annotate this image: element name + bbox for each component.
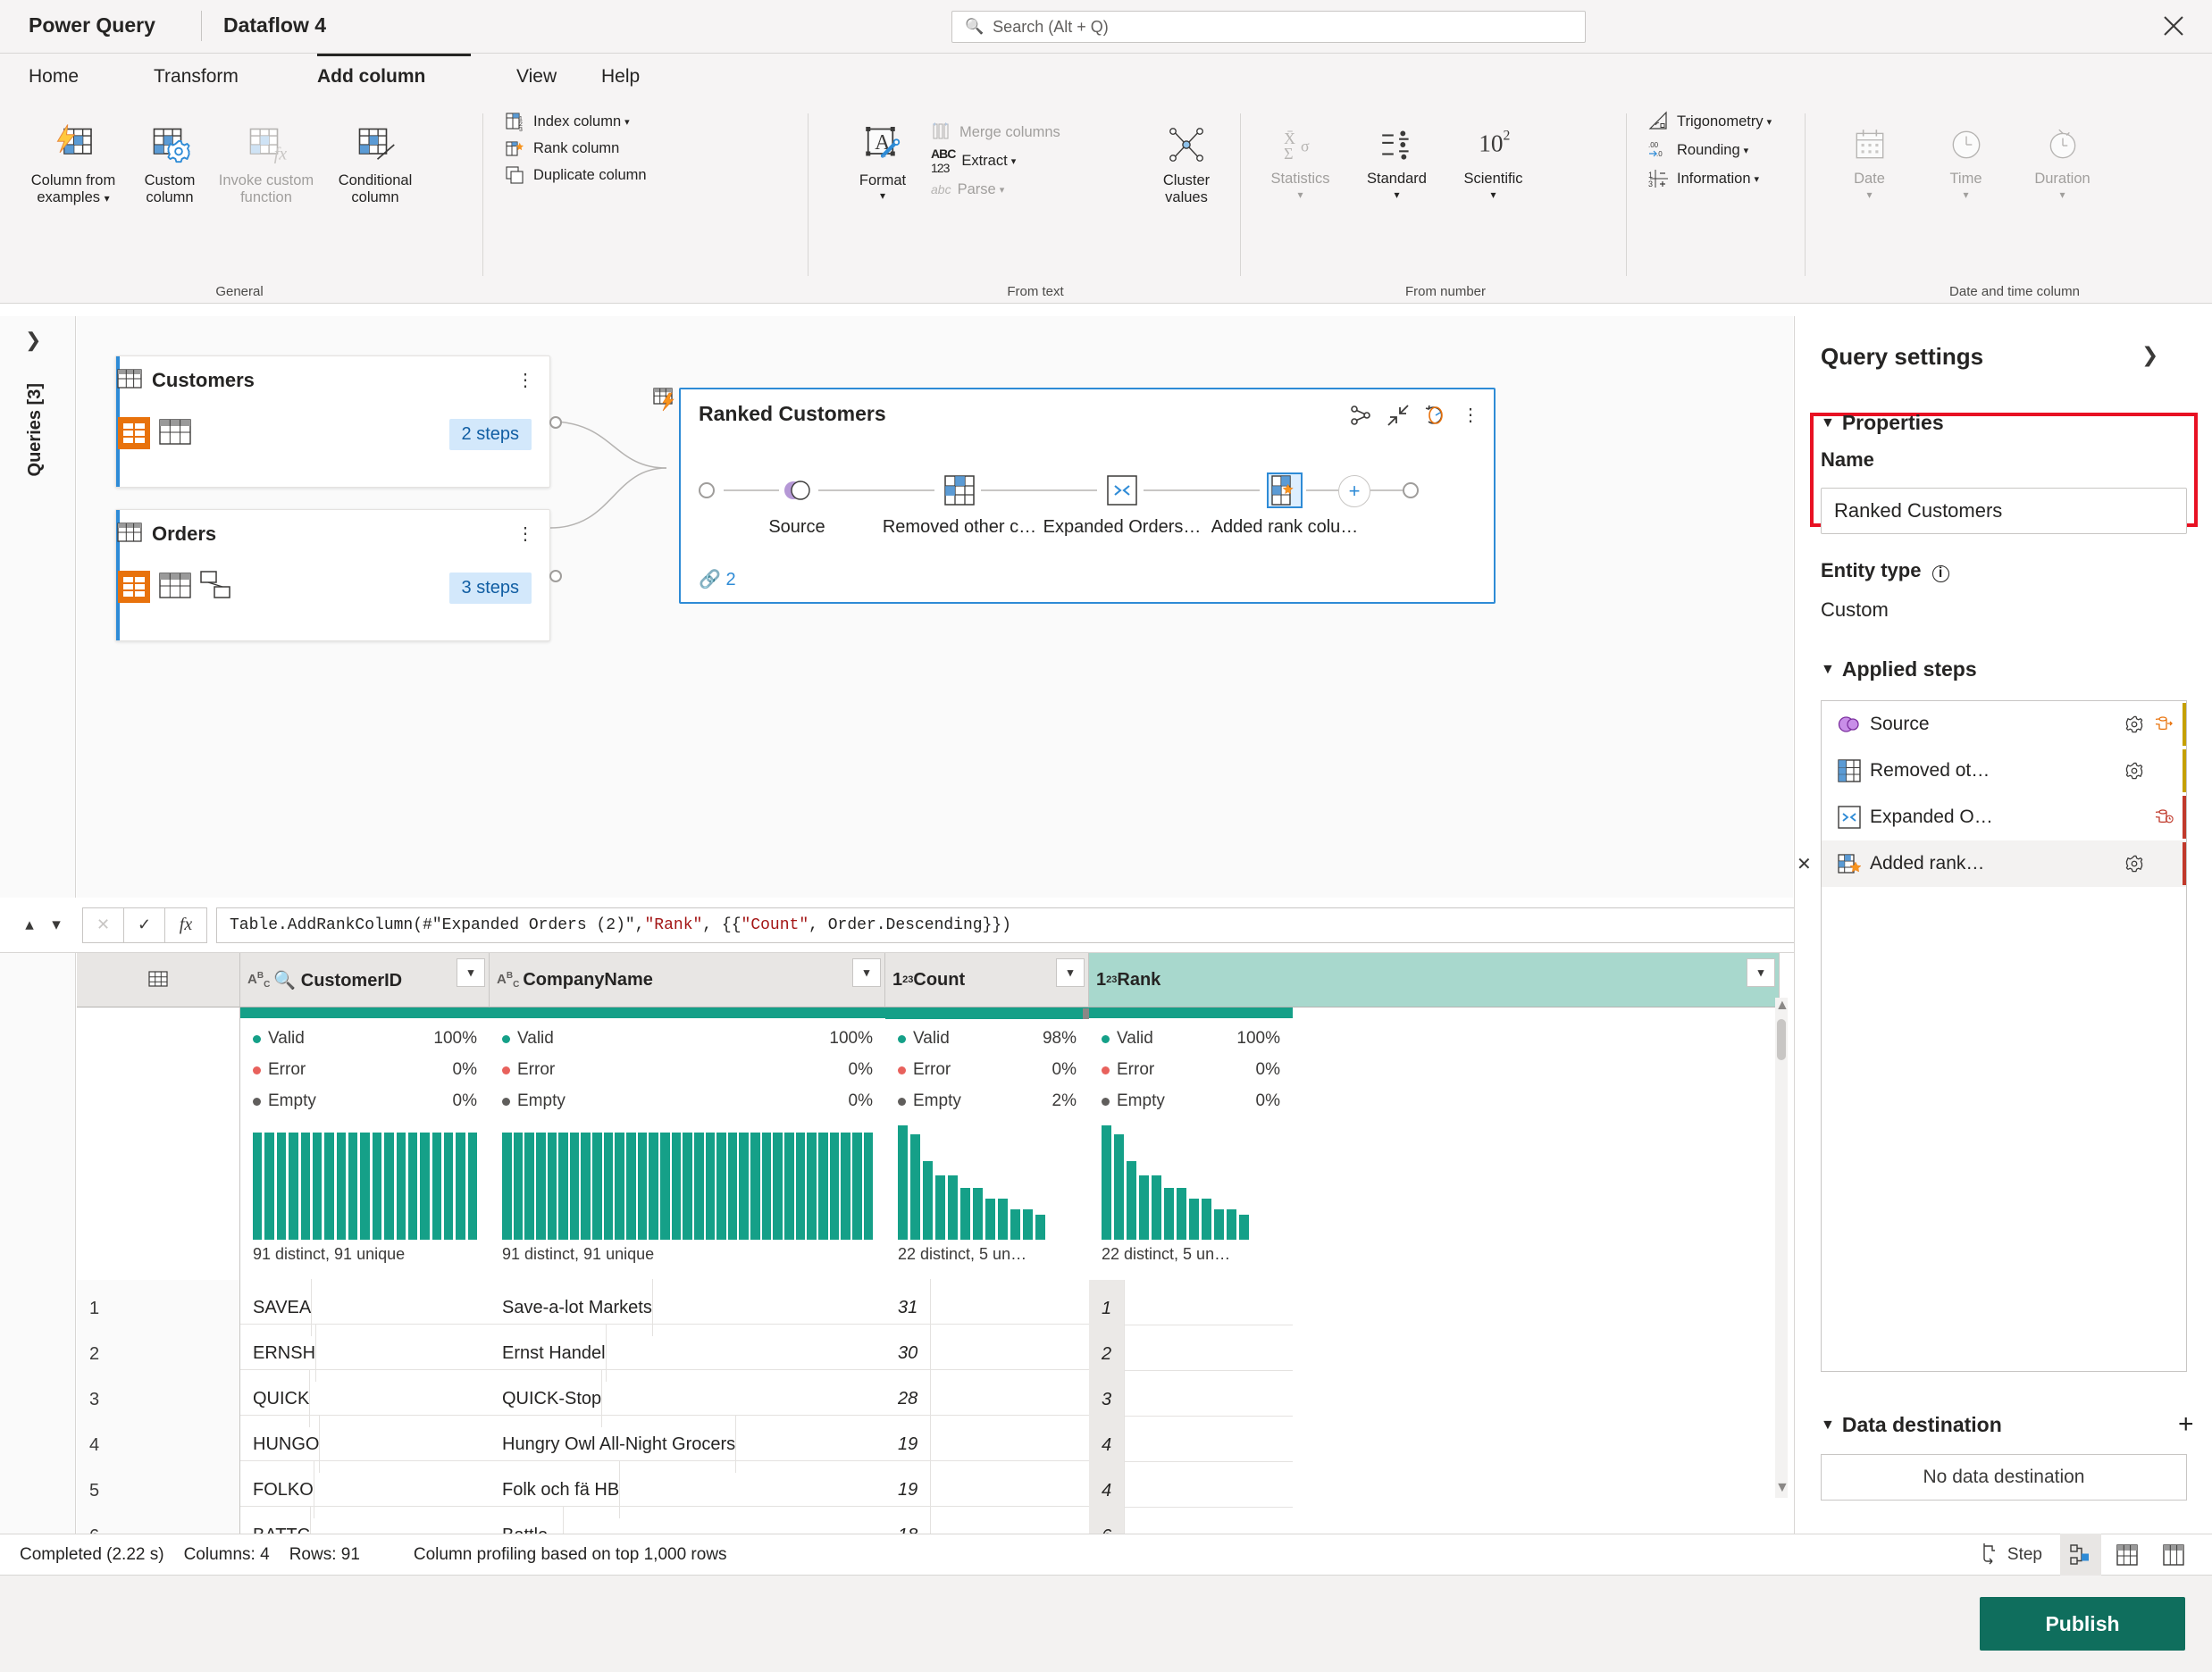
svg-text:.0: .0 <box>1656 150 1663 158</box>
svg-text:σ: σ <box>1301 137 1310 155</box>
svg-text:fx: fx <box>274 144 288 163</box>
svg-text:3: 3 <box>1648 180 1653 188</box>
svg-text:2: 2 <box>1503 129 1510 144</box>
svg-text:3: 3 <box>519 127 523 132</box>
svg-text:Σ: Σ <box>1284 145 1293 163</box>
svg-text:10: 10 <box>1479 130 1503 156</box>
svg-text:.00: .00 <box>1648 141 1659 149</box>
